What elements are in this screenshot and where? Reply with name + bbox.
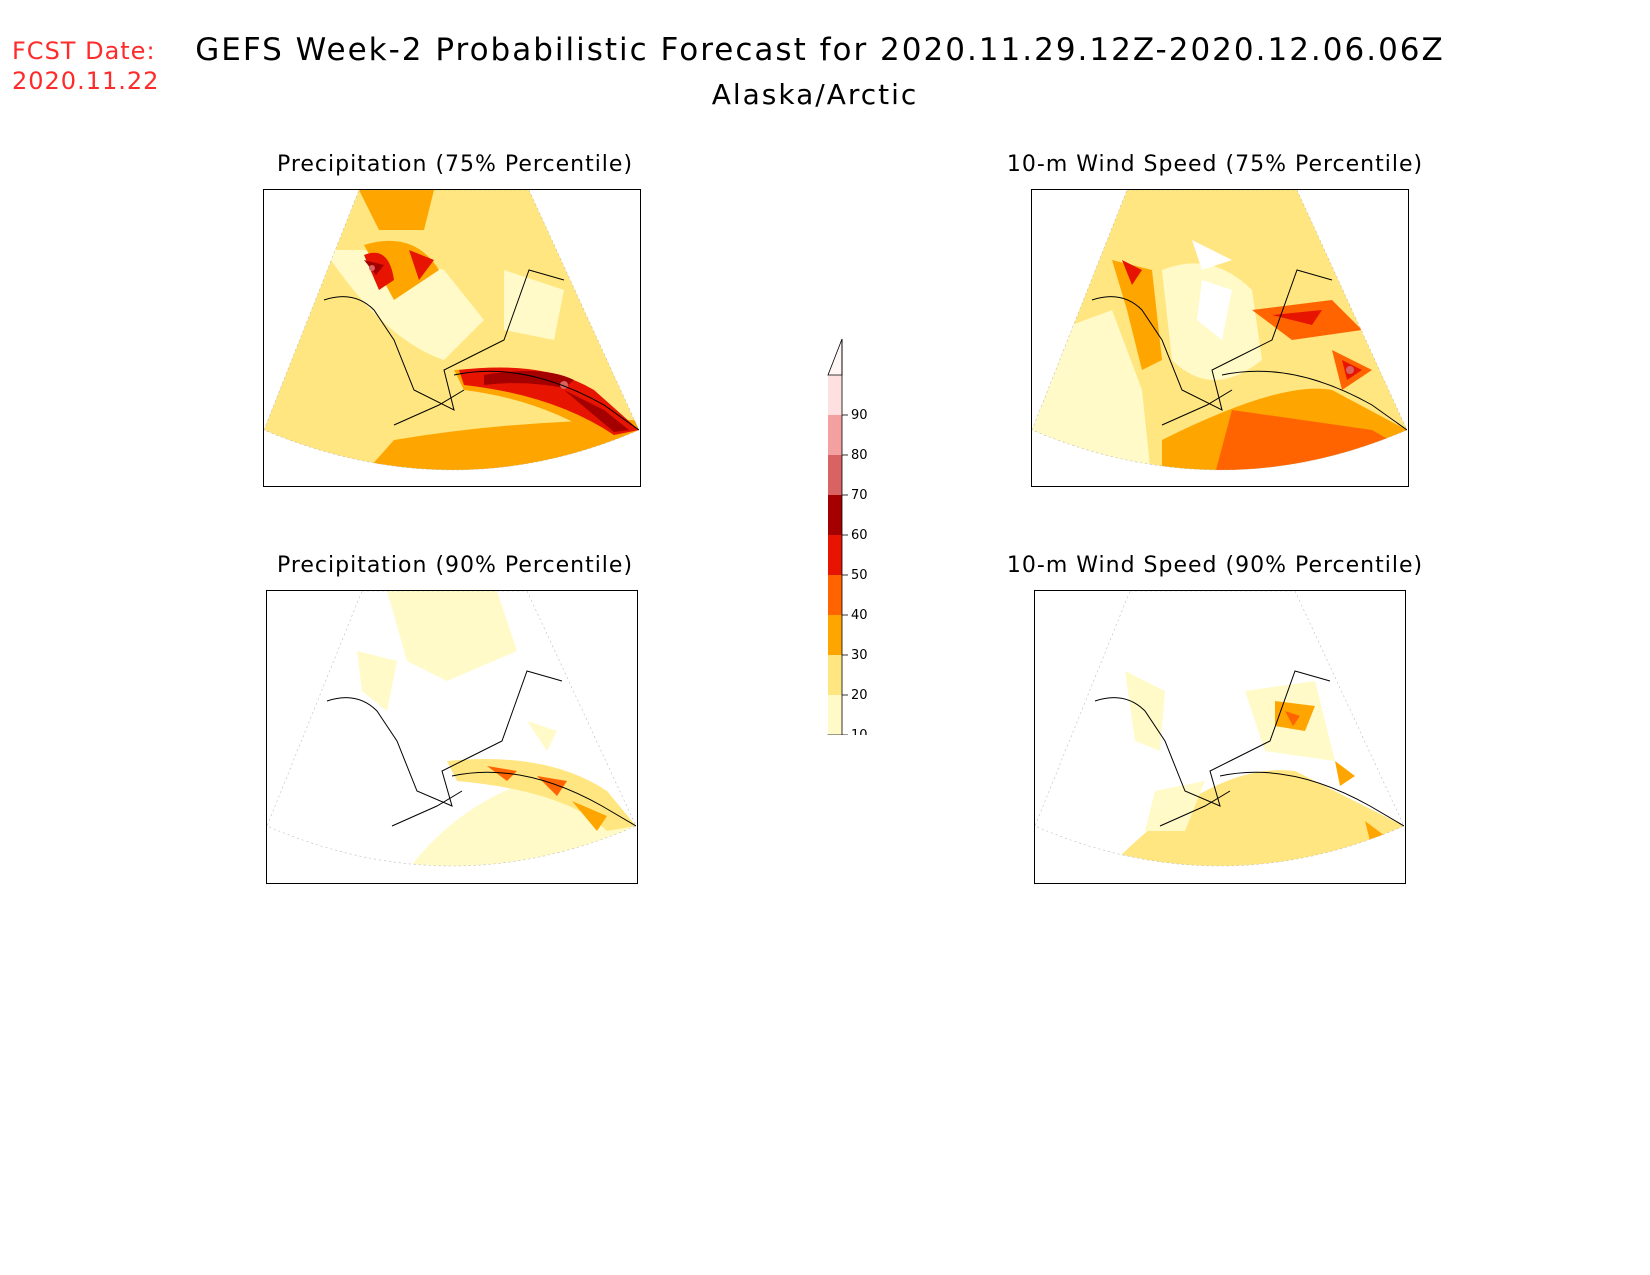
colorbar-label: 10 bbox=[851, 728, 868, 735]
colorbar-label: 60 bbox=[851, 528, 868, 543]
colorbar-segment bbox=[828, 535, 842, 575]
panel-title-wind-90: 10-m Wind Speed (90% Percentile) bbox=[1006, 553, 1424, 578]
page-title: GEFS Week-2 Probabilistic Forecast for 2… bbox=[195, 32, 1445, 68]
panel-title-precip-90: Precipitation (90% Percentile) bbox=[276, 553, 634, 578]
map-precip-75 bbox=[263, 189, 641, 487]
colorbar-segment bbox=[828, 575, 842, 615]
colorbar-label: 30 bbox=[851, 648, 868, 663]
colorbar-segment bbox=[828, 695, 842, 735]
colorbar-segment bbox=[828, 655, 842, 695]
colorbar-segment bbox=[828, 615, 842, 655]
colorbar-segment bbox=[828, 415, 842, 455]
colorbar-segment bbox=[828, 375, 842, 415]
forecast-date-label: FCST Date: bbox=[12, 37, 156, 65]
map-precip-90 bbox=[266, 590, 638, 884]
colorbar-label: 90 bbox=[851, 408, 868, 423]
colorbar-label: 80 bbox=[851, 448, 868, 463]
colorbar-label: 40 bbox=[851, 608, 868, 623]
colorbar-segment bbox=[828, 455, 842, 495]
colorbar-label: 50 bbox=[851, 568, 868, 583]
colorbar-top-extension bbox=[827, 338, 843, 376]
forecast-date-block: FCST Date: 2020.11.22 bbox=[12, 36, 159, 96]
forecast-date-value: 2020.11.22 bbox=[12, 67, 160, 95]
colorbar-label: 70 bbox=[851, 488, 868, 503]
colorbar-segment bbox=[828, 495, 842, 535]
panel-title-precip-75: Precipitation (75% Percentile) bbox=[276, 152, 634, 177]
map-wind-75 bbox=[1031, 189, 1409, 487]
colorbar: 10 20 30 40 50 60 70 80 90 bbox=[820, 335, 890, 772]
panel-title-wind-75: 10-m Wind Speed (75% Percentile) bbox=[1006, 152, 1424, 177]
map-wind-90 bbox=[1034, 590, 1406, 884]
page-subtitle: Alaska/Arctic bbox=[711, 78, 919, 111]
colorbar-label: 20 bbox=[851, 688, 868, 703]
